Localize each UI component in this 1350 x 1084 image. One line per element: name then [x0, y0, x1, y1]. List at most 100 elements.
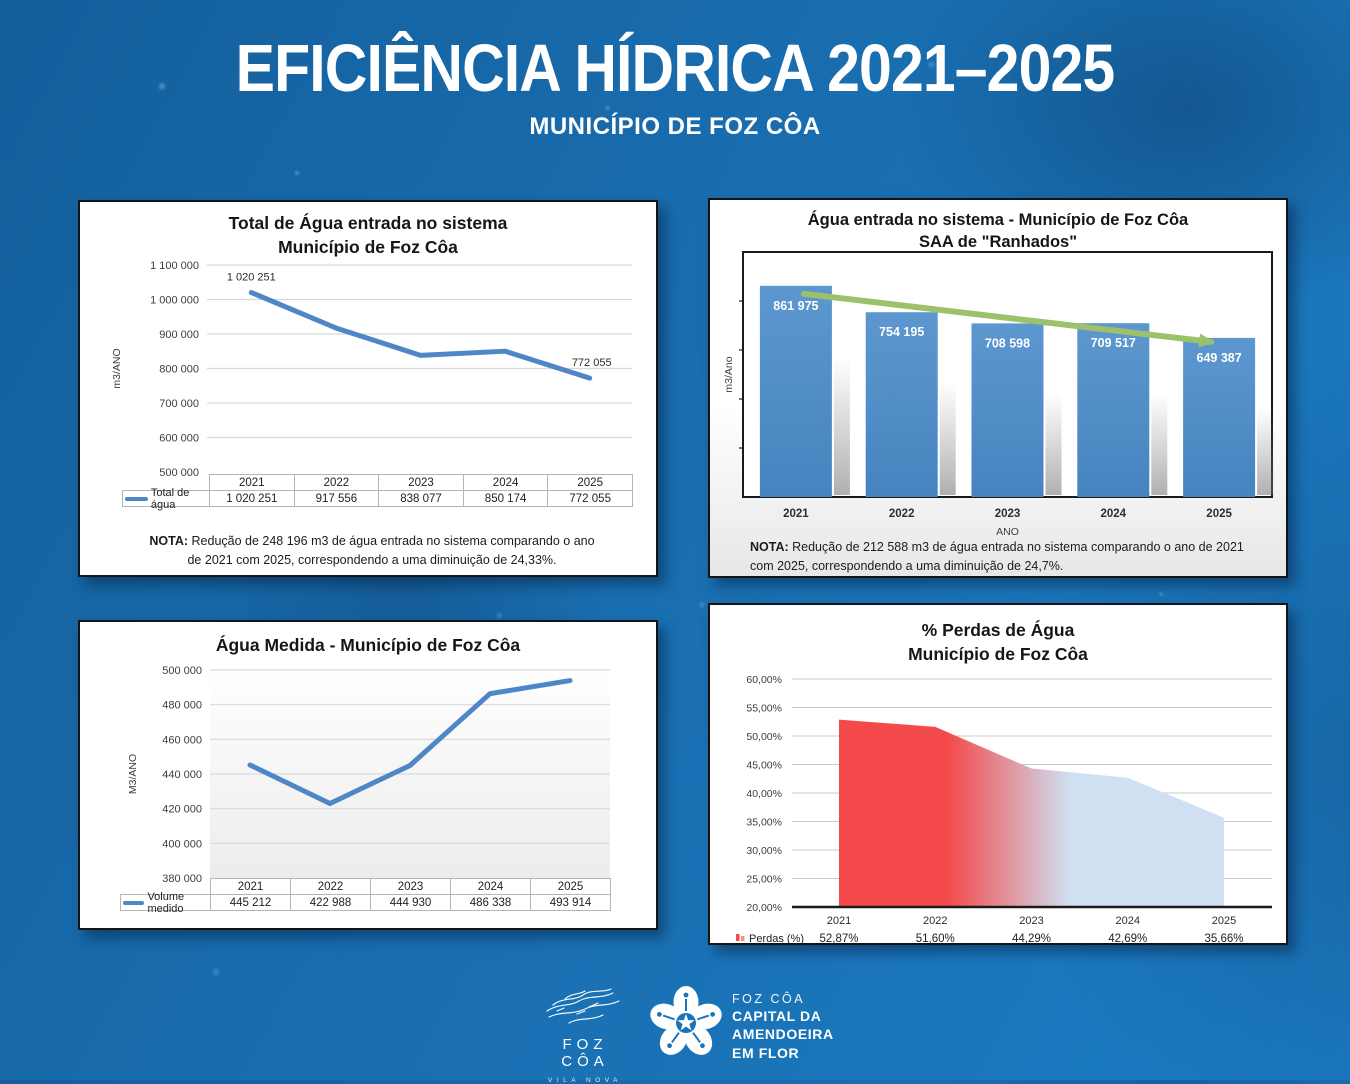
- svg-text:772 055: 772 055: [572, 357, 612, 369]
- amendoeira-flower-logo: [648, 983, 724, 1068]
- svg-text:708 598: 708 598: [985, 336, 1030, 350]
- svg-text:25,00%: 25,00%: [746, 874, 782, 886]
- note-text: NOTA: Redução de 212 588 m3 de água entr…: [750, 540, 1244, 574]
- svg-text:600 000: 600 000: [159, 433, 199, 445]
- svg-text:50,00%: 50,00%: [746, 731, 782, 743]
- svg-text:700 000: 700 000: [159, 398, 199, 410]
- svg-text:1 100 000: 1 100 000: [150, 260, 199, 272]
- svg-text:35,00%: 35,00%: [746, 817, 782, 829]
- chart-title: Total de Água entrada no sistema Municíp…: [228, 213, 508, 257]
- table-cell: 2021: [209, 474, 295, 491]
- page-title: EFICIÊNCIA HÍDRICA 2021–2025: [235, 31, 1116, 106]
- perdas-legend: Perdas (%): [736, 933, 804, 945]
- svg-text:42,69%: 42,69%: [1108, 933, 1147, 945]
- svg-text:ANO: ANO: [996, 526, 1019, 538]
- poster-header: EFICIÊNCIA HÍDRICA 2021–2025 MUNICÍPIO D…: [0, 30, 1350, 141]
- table-cell: 486 338: [450, 894, 531, 911]
- svg-text:380 000: 380 000: [162, 873, 202, 882]
- line-chart-agua-medida: 500 000 480 000 460 000 440 000 420 000 400 0…: [127, 665, 610, 882]
- table-cell: 2024: [462, 474, 549, 491]
- svg-text:2021: 2021: [783, 508, 809, 520]
- footer: FOZ CÔA VILA NOVA FOZ CÔA CAPITAL DA AME…: [0, 975, 1350, 1084]
- svg-text:460 000: 460 000: [162, 734, 202, 746]
- line-legend-icon: [123, 900, 145, 905]
- page-subtitle: MUNICÍPIO DE FOZ CÔA: [529, 113, 821, 140]
- line-legend-icon: [125, 496, 148, 501]
- svg-text:2025: 2025: [1212, 915, 1236, 927]
- svg-text:800 000: 800 000: [159, 364, 199, 376]
- engravings-icon: [546, 988, 620, 1024]
- svg-text:861 975: 861 975: [773, 299, 818, 313]
- svg-text:500 000: 500 000: [159, 467, 199, 479]
- amendoeira-logo-text: FOZ CÔA CAPITAL DA AMENDOEIRA EM FLOR: [732, 992, 834, 1061]
- svg-text:m3/Ano: m3/Ano: [723, 356, 735, 392]
- perdas-legend-icon: [736, 934, 740, 941]
- table-cell: 2023: [378, 474, 464, 491]
- svg-text:2023: 2023: [995, 508, 1021, 520]
- svg-text:1 000 000: 1 000 000: [150, 295, 199, 307]
- svg-text:2025: 2025: [1206, 508, 1232, 520]
- chart-title: % Perdas de Água Município de Foz Côa: [908, 620, 1088, 664]
- svg-text:2022: 2022: [889, 508, 915, 520]
- table-cell: 850 174: [462, 490, 549, 507]
- svg-text:649 387: 649 387: [1197, 351, 1242, 365]
- logo-text: FOZ CÔA: [561, 1036, 609, 1070]
- table-cell: 917 556: [293, 490, 380, 507]
- svg-text:30,00%: 30,00%: [746, 845, 782, 857]
- downward-trend-arrow-icon: [800, 290, 1216, 348]
- bar-chart-ranhados: 861 975 2021 754 195 2022 708 598 2023 709 517…: [723, 251, 1274, 538]
- svg-text:420 000: 420 000: [162, 804, 202, 816]
- chart-title: Água entrada no sistema - Município de F…: [807, 211, 1189, 252]
- table-cell: 838 077: [378, 490, 464, 507]
- svg-text:2024: 2024: [1116, 915, 1140, 927]
- logo-subtext: VILA NOVA: [548, 1077, 622, 1084]
- table-cell: 493 914: [530, 894, 611, 911]
- svg-text:60,00%: 60,00%: [746, 674, 782, 686]
- panel-agua-medida: Água Medida - Município de Foz Côa 500 0…: [78, 620, 658, 930]
- note-text: NOTA: Redução de 248 196 m3 de água entr…: [149, 534, 595, 568]
- svg-text:2021: 2021: [827, 915, 851, 927]
- svg-text:709 517: 709 517: [1091, 336, 1136, 350]
- table-cell: 2021: [210, 878, 291, 895]
- svg-text:44,29%: 44,29%: [1012, 933, 1051, 945]
- foz-coa-vila-nova-logo: FOZ CÔA VILA NOVA: [535, 983, 635, 1084]
- table-cell: 2025: [530, 878, 611, 895]
- svg-text:45,00%: 45,00%: [746, 760, 782, 772]
- svg-text:40,00%: 40,00%: [746, 788, 782, 800]
- area-chart-perdas: 60,00% 55,00% 50,00% 45,00% 40,00% 35,00% 30,0…: [736, 674, 1272, 945]
- svg-text:Perdas (%): Perdas (%): [749, 933, 804, 945]
- panel-perdas-agua: % Perdas de Água Município de Foz Côa 60…: [708, 603, 1288, 945]
- svg-text:m3/ANO: m3/ANO: [111, 348, 123, 388]
- svg-text:M3/ANO: M3/ANO: [127, 754, 139, 794]
- svg-text:754 195: 754 195: [879, 325, 924, 339]
- table-cell: 2023: [370, 878, 451, 895]
- svg-text:20,00%: 20,00%: [746, 902, 782, 914]
- svg-text:2022: 2022: [923, 915, 947, 927]
- svg-text:51,60%: 51,60%: [916, 933, 955, 945]
- table-cell: Volume medido: [120, 891, 211, 915]
- svg-text:2024: 2024: [1101, 508, 1127, 520]
- line-chart-total-agua: 1 100 000 1 000 000 900 000 800 000 700 000 6…: [111, 260, 632, 479]
- svg-text:900 000: 900 000: [159, 329, 199, 341]
- svg-text:35,66%: 35,66%: [1204, 933, 1243, 945]
- svg-text:400 000: 400 000: [162, 838, 202, 850]
- svg-text:2023: 2023: [1019, 915, 1043, 927]
- table-cell: 445 212: [210, 894, 291, 911]
- table-cell: 422 988: [290, 894, 371, 911]
- table-cell: 2024: [450, 878, 531, 895]
- panel-total-agua-entrada: Total de Água entrada no sistema Municíp…: [78, 200, 658, 577]
- svg-text:1 020 251: 1 020 251: [227, 272, 276, 284]
- flower-icon: [650, 986, 722, 1055]
- svg-text:52,87%: 52,87%: [819, 933, 858, 945]
- table-cell: Total de água: [122, 487, 210, 511]
- table-cell: 444 930: [370, 894, 451, 911]
- table-cell: 2025: [547, 474, 633, 491]
- svg-text:500 000: 500 000: [162, 665, 202, 677]
- table-cell: 772 055: [547, 490, 633, 507]
- svg-text:480 000: 480 000: [162, 700, 202, 712]
- panel-agua-entrada-ranhados: Água entrada no sistema - Município de F…: [708, 198, 1288, 578]
- table-cell: 2022: [293, 474, 380, 491]
- table-cell: 2022: [290, 878, 371, 895]
- table-cell: 1 020 251: [209, 490, 295, 507]
- svg-text:440 000: 440 000: [162, 769, 202, 781]
